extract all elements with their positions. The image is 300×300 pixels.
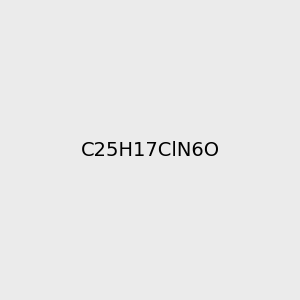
Text: C25H17ClN6O: C25H17ClN6O <box>80 140 220 160</box>
